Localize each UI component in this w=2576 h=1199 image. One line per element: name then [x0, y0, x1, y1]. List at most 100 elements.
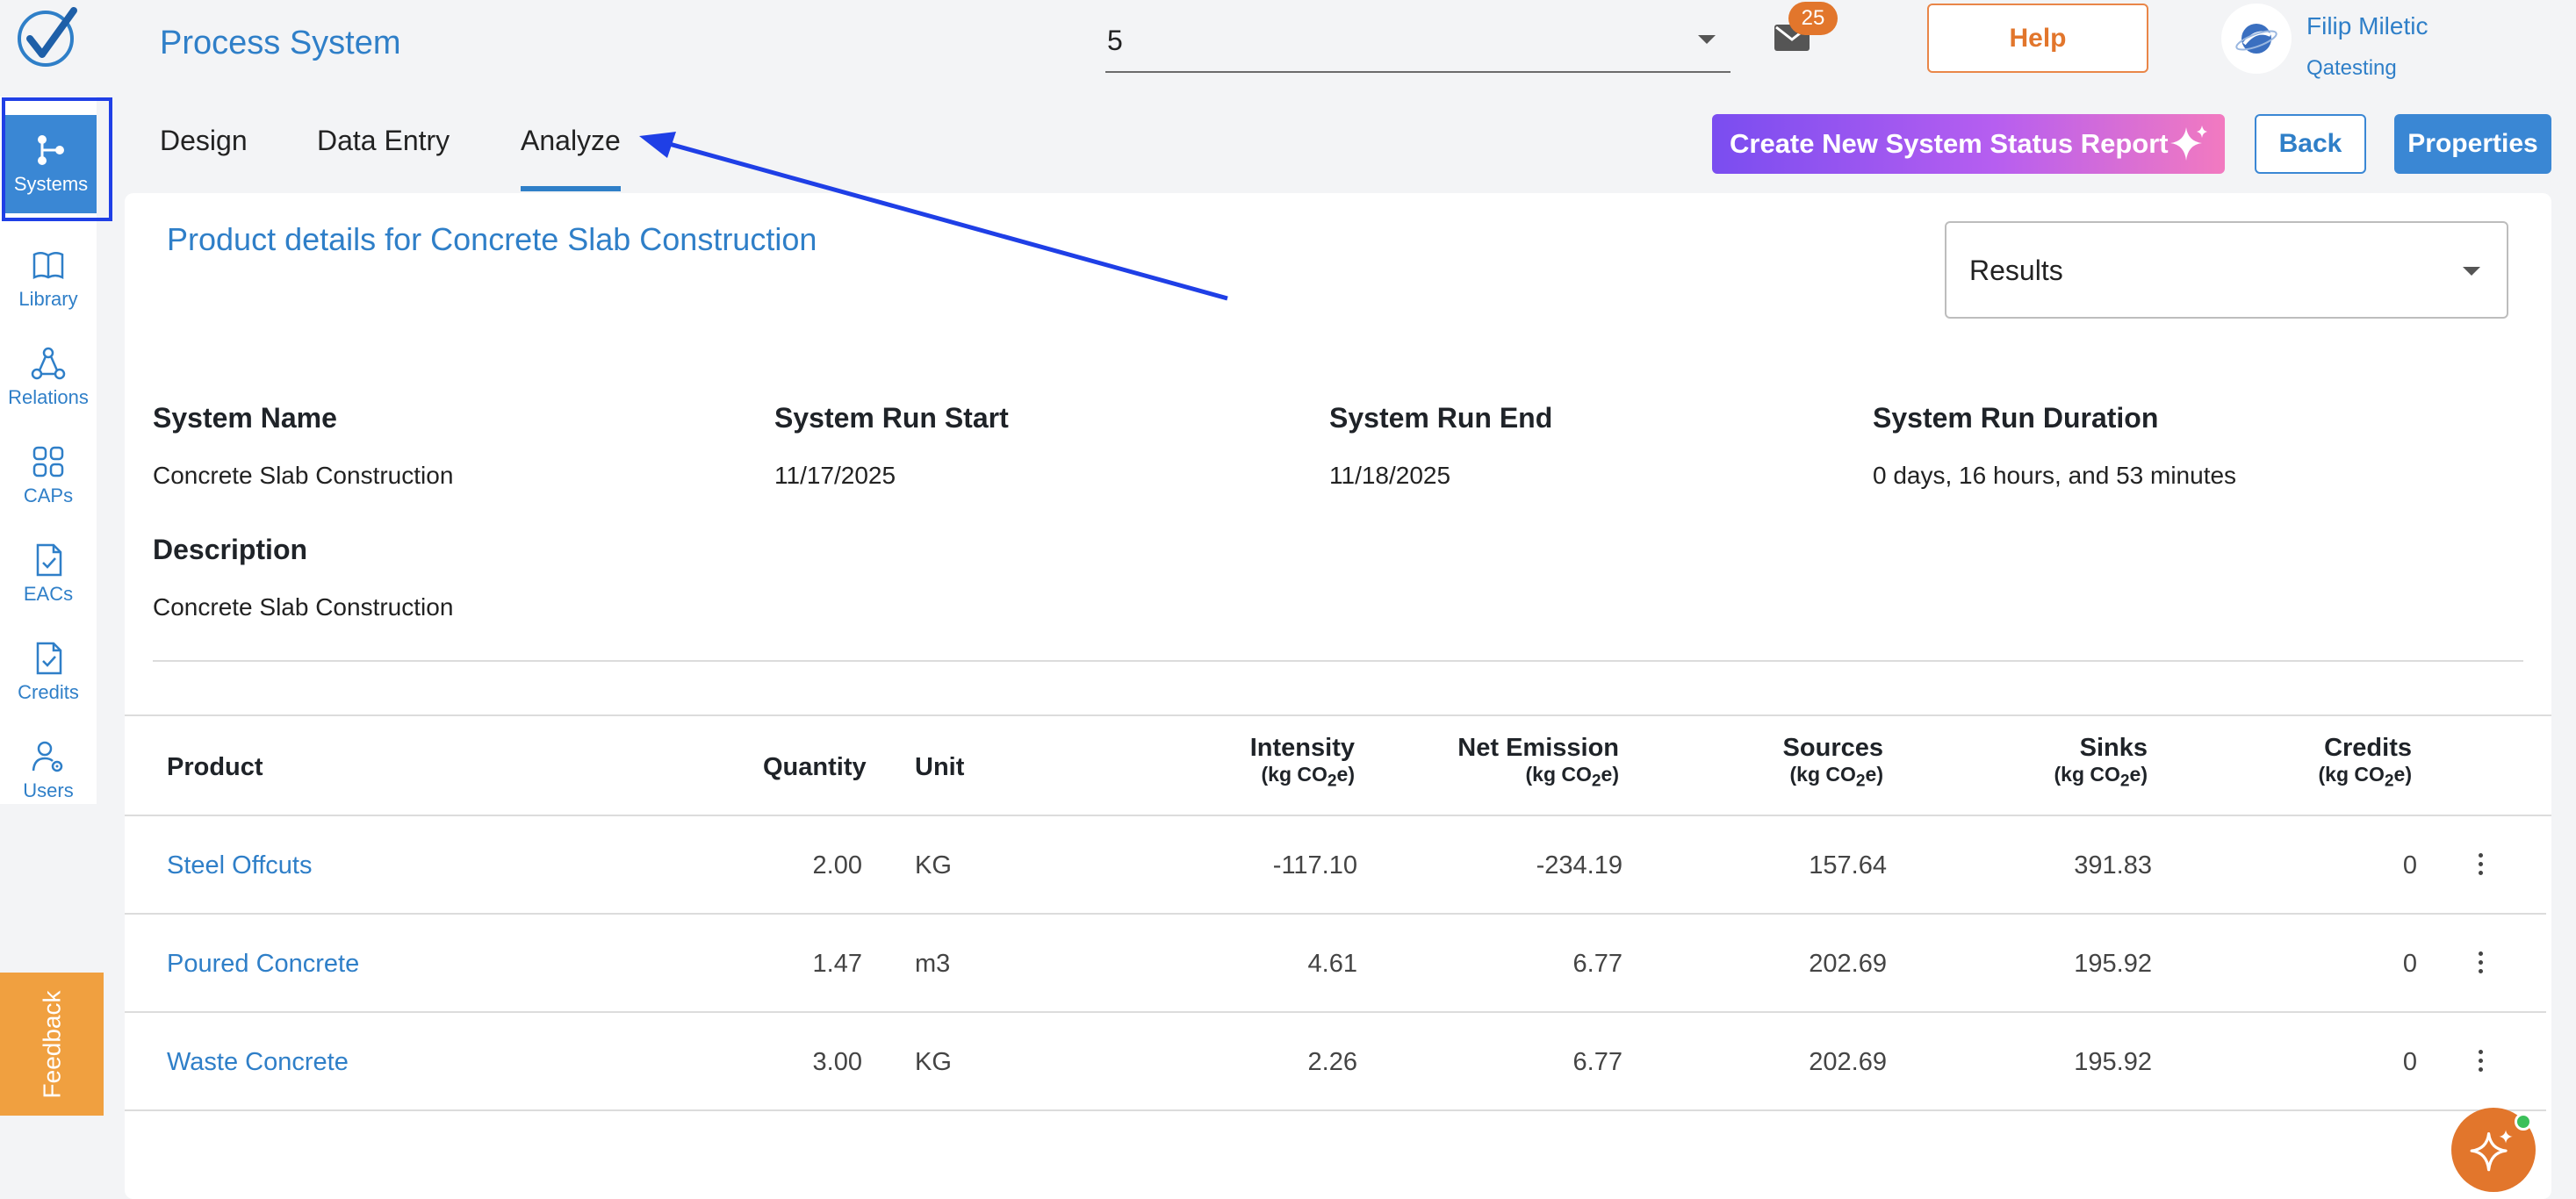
- table-cell-intensity: 2.26: [1307, 1048, 1357, 1076]
- chevron-down-icon: [2463, 267, 2480, 276]
- product-link[interactable]: Steel Offcuts: [167, 851, 313, 880]
- table-row-border: [125, 1011, 2546, 1013]
- active-tab-indicator: [521, 186, 621, 191]
- table-cell-quantity: 3.00: [812, 1048, 862, 1076]
- sidebar-item-caps[interactable]: CAPs: [0, 432, 97, 520]
- grid-icon: [32, 446, 64, 477]
- sidebar-item-systems[interactable]: Systems: [5, 115, 97, 213]
- book-icon: [32, 252, 64, 280]
- app-logo[interactable]: [12, 5, 83, 68]
- feedback-label: Feedback: [38, 990, 65, 1098]
- system-select[interactable]: 5: [1105, 14, 1731, 73]
- table-cell-unit: KG: [915, 851, 952, 880]
- user-gear-icon: [32, 741, 63, 772]
- column-header-unit-note: (kg CO2e): [2054, 763, 2148, 791]
- column-header-label: Sources: [1782, 734, 1883, 762]
- sidebar: [0, 97, 97, 804]
- column-header-quantity[interactable]: Quantity: [763, 753, 867, 781]
- table-header-border: [125, 815, 2551, 816]
- table-cell-sinks: 195.92: [2074, 950, 2152, 978]
- table-cell-credits: 0: [2402, 950, 2417, 978]
- results-select[interactable]: Results: [1945, 221, 2508, 319]
- sidebar-item-label: Relations: [8, 386, 89, 408]
- run-end-label: System Run End: [1329, 402, 1553, 434]
- column-header-unit-note: (kg CO2e): [1525, 763, 1620, 791]
- product-link[interactable]: Waste Concrete: [167, 1048, 349, 1076]
- tab-design[interactable]: Design: [160, 125, 248, 156]
- table-cell-credits: 0: [2402, 1048, 2417, 1076]
- column-header-unit-note: (kg CO2e): [2318, 763, 2413, 791]
- row-menu-icon[interactable]: [2479, 1050, 2484, 1073]
- help-button[interactable]: Help: [1927, 4, 2148, 73]
- table-cell-intensity: -117.10: [1272, 851, 1357, 880]
- sidebar-item-label: Systems: [13, 173, 89, 195]
- column-header-intensity[interactable]: Intensity (kg CO2e): [1091, 734, 1355, 792]
- sidebar-item-label: Library: [18, 288, 78, 310]
- sidebar-item-label: EACs: [23, 583, 74, 605]
- column-header-unit-note: (kg CO2e): [1789, 763, 1884, 791]
- product-link[interactable]: Poured Concrete: [167, 950, 360, 978]
- table-row-border: [125, 1109, 2546, 1111]
- table-cell-sources: 202.69: [1809, 1048, 1887, 1076]
- sidebar-item-credits[interactable]: Credits: [0, 628, 97, 716]
- column-header-sinks[interactable]: Sinks (kg CO2e): [1884, 734, 2148, 792]
- system-select-value: 5: [1107, 25, 1123, 56]
- page-title: Product details for Concrete Slab Constr…: [167, 221, 817, 257]
- back-button[interactable]: Back: [2255, 114, 2366, 174]
- systems-icon: [38, 135, 64, 165]
- row-menu-icon[interactable]: [2479, 853, 2484, 876]
- table-cell-credits: 0: [2402, 851, 2417, 880]
- run-start-label: System Run Start: [774, 402, 1009, 434]
- notification-badge: 25: [1788, 2, 1838, 35]
- annotation-highlight-box: [2, 97, 112, 221]
- table-cell-quantity: 2.00: [812, 851, 862, 880]
- properties-button[interactable]: Properties: [2394, 114, 2551, 174]
- run-duration-label: System Run Duration: [1873, 402, 2159, 434]
- run-start-value: 11/17/2025: [774, 462, 896, 489]
- column-header-net-emission[interactable]: Net Emission (kg CO2e): [1356, 734, 1619, 792]
- column-header-label: Intensity: [1249, 734, 1355, 762]
- column-header-label: Sinks: [2079, 734, 2148, 762]
- column-header-credits[interactable]: Credits (kg CO2e): [2148, 734, 2413, 792]
- table-top-border: [125, 714, 2551, 716]
- row-menu-icon[interactable]: [2479, 951, 2484, 974]
- column-header-label: Net Emission: [1457, 734, 1619, 762]
- online-status-dot: [2515, 1113, 2532, 1131]
- column-header-product[interactable]: Product: [167, 753, 263, 781]
- table-cell-net-emission: 6.77: [1572, 1048, 1623, 1076]
- column-header-sources[interactable]: Sources (kg CO2e): [1620, 734, 1883, 792]
- feedback-tab[interactable]: Feedback: [0, 973, 104, 1116]
- sidebar-item-relations[interactable]: Relations: [0, 334, 97, 421]
- run-duration-value: 0 days, 16 hours, and 53 minutes: [1873, 462, 2237, 489]
- sparkle-icon: [2470, 1130, 2513, 1172]
- table-cell-quantity: 1.47: [812, 950, 862, 978]
- system-name-value: Concrete Slab Construction: [153, 462, 454, 489]
- table-cell-intensity: 4.61: [1307, 950, 1357, 978]
- doc-check-icon: [36, 543, 62, 577]
- results-select-value: Results: [1969, 255, 2063, 286]
- table-cell-sinks: 195.92: [2074, 1048, 2152, 1076]
- sidebar-item-label: CAPs: [23, 485, 74, 506]
- user-org[interactable]: Qatesting: [2306, 56, 2397, 80]
- sidebar-item-users[interactable]: Users: [0, 727, 97, 815]
- chevron-down-icon: [1698, 35, 1716, 44]
- sidebar-item-library[interactable]: Library: [0, 235, 97, 323]
- tab-analyze[interactable]: Analyze: [521, 125, 621, 156]
- column-header-unit-note: (kg CO2e): [1261, 763, 1356, 791]
- avatar[interactable]: [2221, 4, 2292, 74]
- table-cell-unit: KG: [915, 1048, 952, 1076]
- create-status-report-button[interactable]: Create New System Status Report: [1712, 114, 2225, 174]
- section-divider: [153, 660, 2523, 662]
- system-name-label: System Name: [153, 402, 337, 434]
- tab-data-entry[interactable]: Data Entry: [317, 125, 450, 156]
- table-cell-sinks: 391.83: [2074, 851, 2152, 880]
- sidebar-item-eacs[interactable]: EACs: [0, 530, 97, 618]
- description-value: Concrete Slab Construction: [153, 593, 454, 621]
- description-label: Description: [153, 534, 308, 565]
- app-title: Process System: [160, 25, 401, 61]
- column-header-unit[interactable]: Unit: [915, 753, 965, 781]
- user-name[interactable]: Filip Miletic: [2306, 12, 2428, 39]
- create-status-report-label: Create New System Status Report: [1730, 128, 2169, 159]
- avatar-globe-icon: [2235, 24, 2277, 54]
- table-cell-net-emission: -234.19: [1536, 851, 1623, 880]
